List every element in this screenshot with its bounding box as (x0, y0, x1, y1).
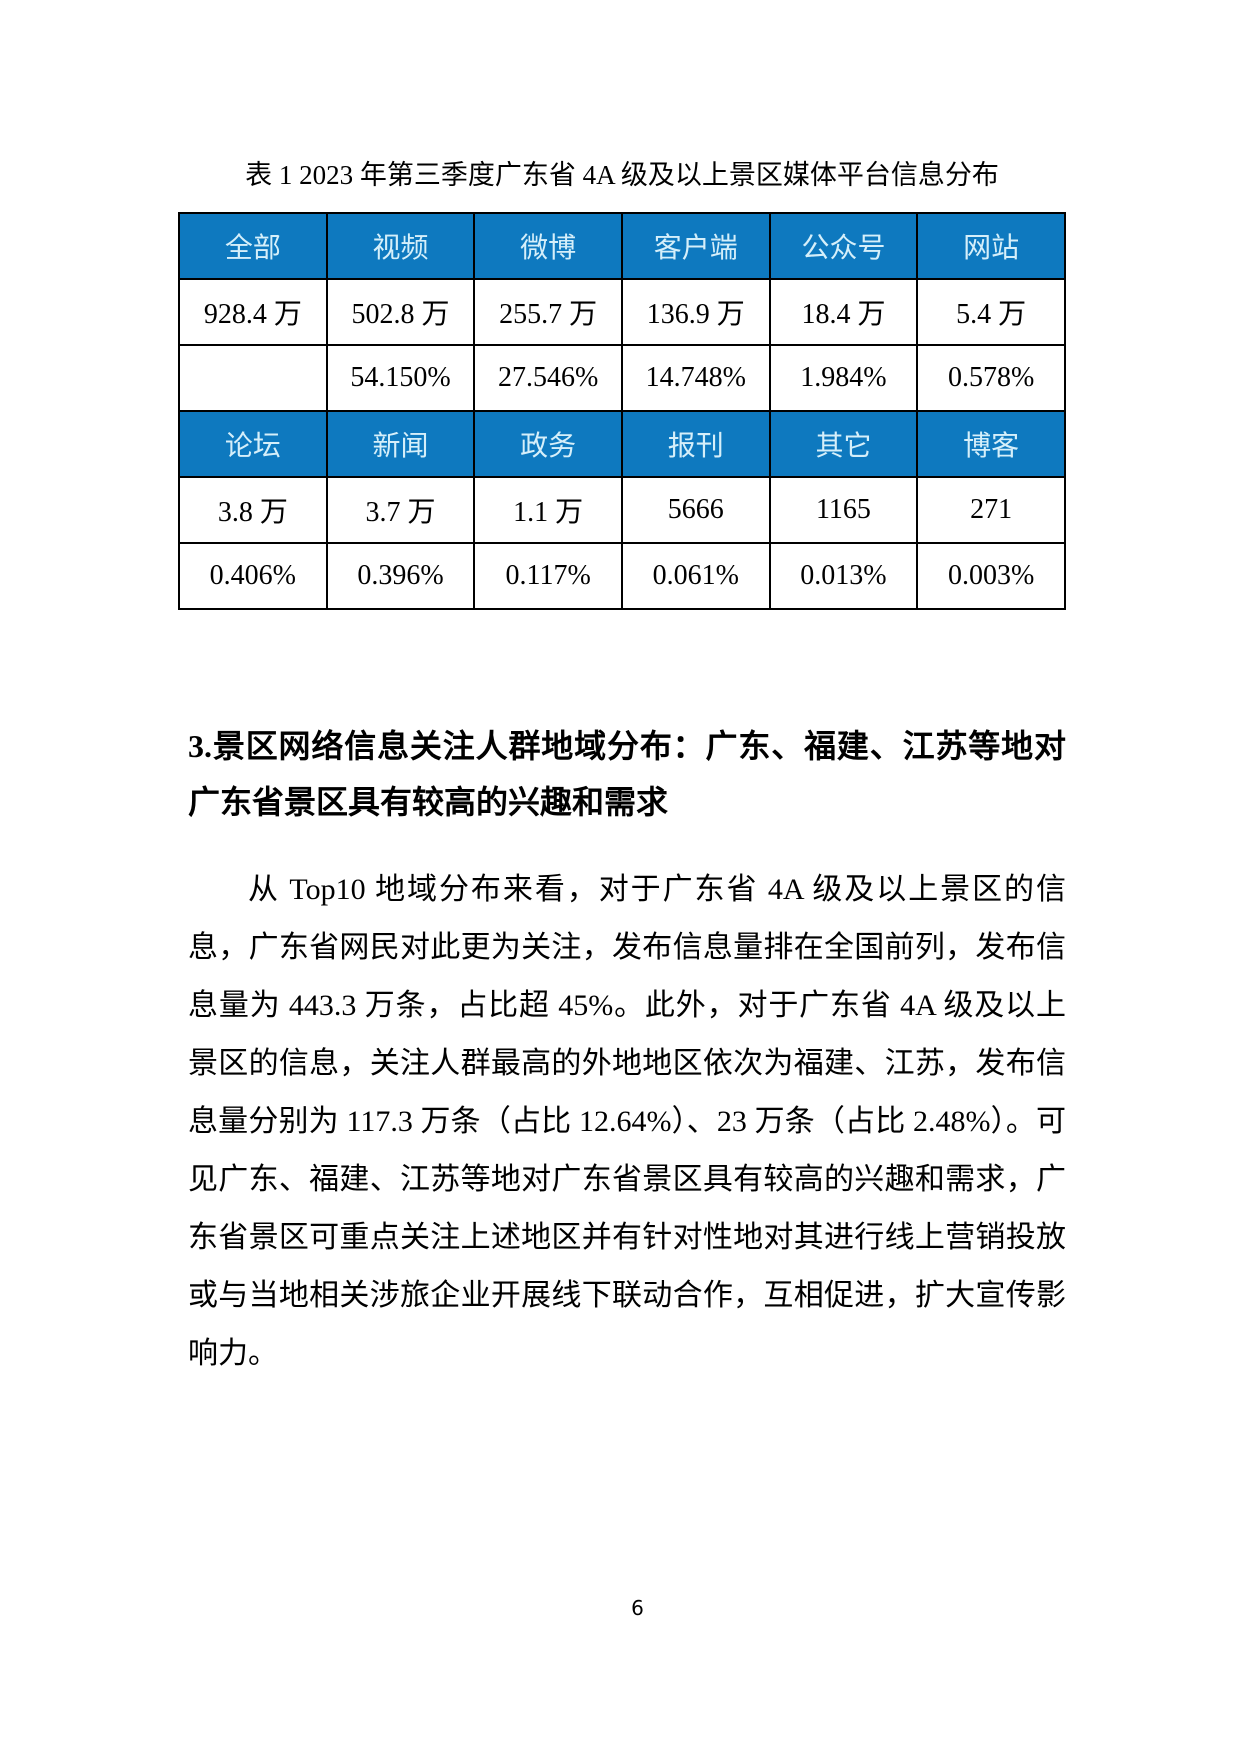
table-cell: 928.4 万 (178, 278, 328, 346)
table-cell: 3.7 万 (325, 476, 476, 544)
table-caption: 表 1 2023 年第三季度广东省 4A 级及以上景区媒体平台信息分布 (245, 160, 999, 190)
table-cell: 0.061% (620, 542, 771, 610)
table-cell: 271 (916, 476, 1066, 544)
table-cell: 0.013% (768, 542, 919, 610)
table-cell (178, 344, 328, 412)
table-cell: 1.1 万 (473, 476, 623, 544)
table-cell: 27.546% (473, 344, 623, 412)
table-cell: 502.8 万 (325, 278, 476, 346)
table-header-row-platforms: 全部 视频 微博 客户端 公众号 网站 (178, 212, 1066, 280)
table-cell: 5666 (620, 476, 771, 544)
table-header-cell: 网站 (916, 212, 1066, 280)
table-cell: 1.984% (768, 344, 919, 412)
table-header-cell: 其它 (768, 410, 919, 478)
table-header-cell: 微博 (473, 212, 623, 280)
table-cell: 54.150% (325, 344, 476, 412)
table-cell: 0.003% (916, 542, 1066, 610)
media-platform-table: 全部 视频 微博 客户端 公众号 网站 928.4 万 502.8 万 255.… (178, 212, 1066, 610)
table-cell: 14.748% (620, 344, 771, 412)
table-cell: 5.4 万 (916, 278, 1066, 346)
table-header-cell: 论坛 (178, 410, 328, 478)
table-cell: 0.578% (916, 344, 1066, 412)
table-header-cell: 新闻 (325, 410, 476, 478)
table-cell: 136.9 万 (620, 278, 771, 346)
table-cell: 3.8 万 (178, 476, 328, 544)
table-row-platform-counts: 928.4 万 502.8 万 255.7 万 136.9 万 18.4 万 5… (178, 278, 1066, 346)
table-cell: 0.396% (325, 542, 476, 610)
table-row-channel-counts: 3.8 万 3.7 万 1.1 万 5666 1165 271 (178, 476, 1066, 544)
table-header-cell: 博客 (916, 410, 1066, 478)
table-cell: 1165 (768, 476, 919, 544)
table-header-row-channels: 论坛 新闻 政务 报刊 其它 博客 (178, 410, 1066, 478)
body-paragraph: 从 Top10 地域分布来看，对于广东省 4A 级及以上景区的信息，广东省网民对… (188, 873, 1066, 1370)
table-cell: 255.7 万 (473, 278, 623, 346)
table-header-cell: 客户端 (620, 212, 771, 280)
section-heading: 3.景区网络信息关注人群地域分布：广东、福建、江苏等地对广东省景区具有较高的兴趣… (188, 728, 1066, 820)
table-header-cell: 公众号 (768, 212, 919, 280)
table-header-cell: 全部 (178, 212, 328, 280)
table-header-cell: 报刊 (620, 410, 771, 478)
table-cell: 18.4 万 (768, 278, 919, 346)
table-row-platform-percents: 54.150% 27.546% 14.748% 1.984% 0.578% (178, 344, 1066, 412)
table-row-channel-percents: 0.406% 0.396% 0.117% 0.061% 0.013% 0.003… (178, 542, 1066, 610)
table-cell: 0.406% (178, 542, 328, 610)
table-header-cell: 政务 (473, 410, 623, 478)
page-number: 6 (631, 1596, 644, 1620)
table-cell: 0.117% (473, 542, 623, 610)
table-header-cell: 视频 (325, 212, 476, 280)
